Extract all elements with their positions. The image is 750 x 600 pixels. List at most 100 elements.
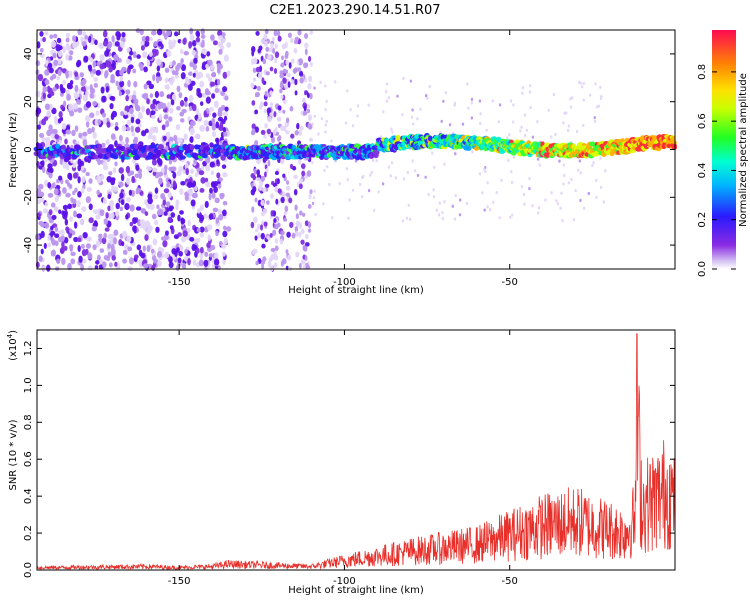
- spectrogram-cell: [537, 206, 541, 210]
- spectrogram-cell: [195, 37, 201, 43]
- spectrogram-cell: [157, 246, 163, 252]
- spectrogram-cell: [411, 108, 414, 112]
- spectrogram-cell: [222, 126, 227, 133]
- spectrogram-cell: [444, 91, 448, 95]
- spectrogram-cell: [80, 165, 85, 171]
- spectrogram-cell: [108, 66, 113, 73]
- spectrogram-cell: [140, 208, 146, 214]
- spectrogram-cell: [120, 69, 124, 75]
- spectrogram-cell: [512, 155, 516, 159]
- spectrogram-cell: [164, 84, 170, 90]
- spectrogram-cell: [179, 100, 185, 107]
- spectrogram-cell: [170, 99, 175, 106]
- spectrogram-cell: [110, 133, 116, 140]
- spectrogram-cell: [309, 61, 313, 67]
- spectrogram-cell: [288, 62, 292, 69]
- spectrogram-cell: [180, 235, 187, 243]
- spectrogram-cell: [466, 82, 469, 86]
- spectrogram-cell: [122, 258, 127, 264]
- spectrogram-cell: [554, 132, 557, 136]
- spectrogram-cell: [42, 37, 46, 43]
- spectrogram-cell: [579, 81, 582, 85]
- spectrogram-cell: [266, 107, 272, 114]
- spectrogram-cell: [303, 105, 307, 112]
- spectrogram-cell: [76, 237, 82, 243]
- spectrogram-cell: [453, 217, 457, 221]
- spectrogram-cell: [60, 104, 64, 110]
- spectrogram-cell: [624, 137, 630, 143]
- spectrogram-cell: [198, 259, 204, 267]
- y-tick-label: 0.0: [23, 562, 34, 578]
- spectrogram-cell: [93, 82, 99, 88]
- x-tick-label: -50: [502, 277, 518, 288]
- spectrogram-cell: [61, 144, 67, 150]
- spectrogram-cell: [269, 90, 273, 96]
- spectrogram-cell: [314, 212, 317, 217]
- spectrogram-cell: [113, 186, 119, 193]
- spectrogram-cell: [264, 171, 267, 178]
- snr-y-ticks: 0.0 0.2 0.4 0.6 0.8 1.0 1.2: [23, 341, 675, 578]
- spectrogram-cell: [69, 216, 74, 222]
- spectrogram-cell: [196, 227, 201, 233]
- spectrogram-cell: [293, 174, 298, 179]
- spectrogram-cell: [411, 122, 415, 126]
- spectrogram-cell: [95, 260, 100, 265]
- spectrogram-cell: [465, 145, 472, 151]
- spectrogram-cell: [115, 210, 120, 217]
- spectrogram-cell: [109, 102, 114, 110]
- spectrogram-cell: [307, 55, 312, 62]
- spectrogram-cell: [148, 51, 153, 57]
- spectrogram-cell: [222, 71, 228, 79]
- spectrogram-cell: [156, 58, 162, 66]
- spectrogram-cell: [43, 242, 47, 250]
- spectrogram-cell: [119, 75, 124, 82]
- spectrogram-cell: [109, 200, 115, 207]
- spectrogram-cell: [41, 160, 45, 167]
- spectrogram-cell: [211, 93, 216, 99]
- spectrogram-cell: [72, 162, 76, 169]
- spectrogram-cell: [323, 168, 326, 173]
- spectrogram-cell: [81, 243, 85, 250]
- spectrogram-cell: [113, 229, 119, 236]
- spectrogram-cell: [324, 123, 327, 127]
- y-tick-label: 0: [23, 146, 34, 152]
- spectrogram-cell: [567, 124, 571, 128]
- spectrogram-cell: [50, 91, 55, 97]
- spectrogram-cell: [602, 200, 606, 204]
- spectrogram-cell: [89, 84, 93, 92]
- spectrogram-cell: [145, 35, 150, 43]
- spectrogram-cell: [465, 201, 469, 206]
- spectrogram-cell: [483, 167, 486, 171]
- spectrogram-cell: [410, 115, 414, 119]
- spectrogram-cell: [287, 81, 291, 88]
- spectrogram-cell: [50, 230, 56, 236]
- spectrogram-cell: [61, 122, 67, 130]
- spectrogram-cell: [273, 262, 278, 268]
- spectrogram-cell: [204, 200, 209, 209]
- spectrogram-cell: [125, 136, 129, 144]
- spectrogram-cell: [188, 71, 193, 76]
- spectrogram-cell: [274, 238, 278, 244]
- spectrogram-cell: [224, 95, 229, 101]
- spectrogram-cell: [223, 131, 228, 137]
- spectrogram-cell: [64, 138, 68, 145]
- spectrogram-cell: [65, 129, 72, 135]
- spectrogram-cell: [508, 215, 512, 219]
- spectrogram-cell: [260, 175, 266, 182]
- spectrogram-cell: [511, 213, 514, 217]
- spectrogram-cell: [498, 216, 501, 220]
- spectrogram-cell: [184, 248, 188, 254]
- spectrogram-cell: [49, 34, 54, 40]
- spectrogram-cell: [215, 121, 220, 129]
- spectrogram-cell: [47, 166, 53, 173]
- spectrogram-cell: [254, 109, 258, 115]
- spectrogram-cell: [308, 221, 311, 229]
- spectrogram-cell: [146, 203, 152, 209]
- spectrogram-cell: [72, 103, 79, 110]
- spectrogram-cell: [85, 248, 89, 255]
- spectrogram-cell: [261, 77, 265, 84]
- spectrogram-cell: [222, 200, 228, 206]
- spectrogram-cell: [512, 120, 515, 124]
- spectrogram-cell: [65, 37, 70, 43]
- spectrogram-cell: [454, 152, 457, 156]
